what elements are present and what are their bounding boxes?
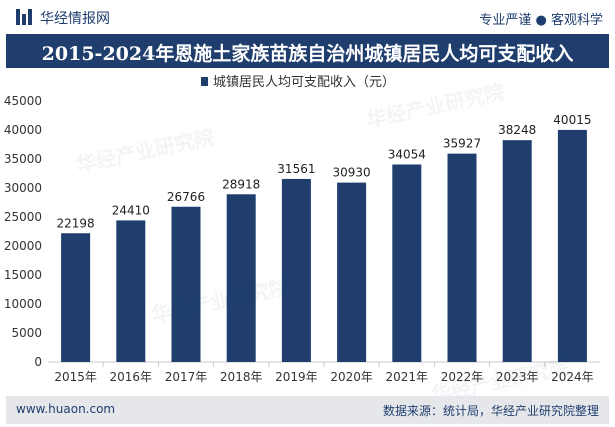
title-bar: 2015-2024年恩施土家族苗族自治州城镇居民人均可支配收入 <box>6 34 609 68</box>
x-tick-label: 2024年 <box>551 370 594 384</box>
bar <box>116 220 146 362</box>
x-tick-label: 2022年 <box>441 370 484 384</box>
x-tick-label: 2019年 <box>275 370 318 384</box>
bar <box>337 182 367 362</box>
x-tick-label: 2015年 <box>54 370 97 384</box>
bar <box>447 153 477 362</box>
data-label: 28918 <box>222 177 260 191</box>
footer-bar: www.huaon.com 数据来源：统计局，华经产业研究院整理 <box>6 396 609 424</box>
x-tick-label: 2020年 <box>330 370 373 384</box>
y-tick-label: 20000 <box>4 239 42 253</box>
x-tick-label: 2023年 <box>496 370 539 384</box>
bar <box>226 194 256 362</box>
y-tick-label: 40000 <box>4 123 42 137</box>
x-tick-label: 2021年 <box>386 370 429 384</box>
footer-website: www.huaon.com <box>16 402 116 416</box>
header-bar: 华经情报网 专业严谨 ● 客观科学 <box>0 0 615 34</box>
x-tick-label: 2018年 <box>220 370 263 384</box>
data-label: 26766 <box>167 190 205 204</box>
data-label: 40015 <box>553 113 591 127</box>
y-tick-label: 30000 <box>4 181 42 195</box>
bar <box>281 178 311 362</box>
data-label: 38248 <box>498 123 536 137</box>
brand-logo-icon <box>16 9 32 25</box>
y-tick-label: 15000 <box>4 268 42 282</box>
brand-name: 华经情报网 <box>40 11 110 27</box>
x-tick-label: 2017年 <box>165 370 208 384</box>
y-tick-label: 25000 <box>4 210 42 224</box>
footer-source: 数据来源：统计局，华经产业研究院整理 <box>382 404 599 418</box>
brand-tagline: 专业严谨 ● 客观科学 <box>479 13 603 28</box>
bar-chart: 城镇居民人均可支配收入（元） 0 5000 10000 15000 20000 25000 3… <box>4 75 600 384</box>
bar <box>61 233 91 362</box>
y-tick-label: 5000 <box>11 326 42 340</box>
y-tick-label: 0 <box>34 355 42 369</box>
chart-title: 2015-2024年恩施土家族苗族自治州城镇居民人均可支配收入 <box>41 43 574 65</box>
legend-swatch <box>201 77 208 86</box>
y-tick-label: 35000 <box>4 152 42 166</box>
data-label: 31561 <box>277 162 315 176</box>
bar <box>392 164 422 362</box>
data-label: 24410 <box>112 203 150 217</box>
y-tick-label: 10000 <box>4 297 42 311</box>
data-label: 22198 <box>57 216 95 230</box>
data-label: 30930 <box>333 166 371 180</box>
x-tick-label: 2016年 <box>110 370 153 384</box>
data-label: 34054 <box>388 147 426 161</box>
y-tick-label: 45000 <box>4 94 42 108</box>
data-label: 35927 <box>443 137 481 151</box>
bar <box>171 206 201 362</box>
legend-label: 城镇居民人均可支配收入（元） <box>213 75 395 90</box>
bar <box>502 140 532 362</box>
bar <box>557 129 587 362</box>
